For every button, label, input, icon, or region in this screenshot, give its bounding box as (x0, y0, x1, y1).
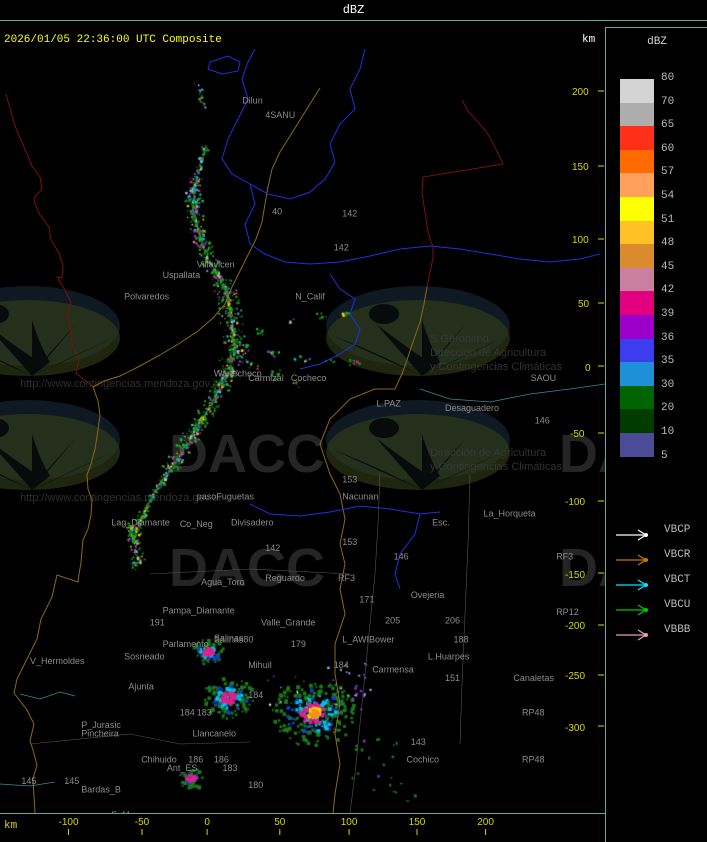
svg-text:-50: -50 (570, 429, 585, 440)
svg-text:-200: -200 (565, 621, 585, 632)
svg-text:-300: -300 (565, 723, 585, 734)
svg-text:200: 200 (477, 817, 494, 828)
svg-text:0: 0 (204, 817, 210, 828)
svg-text:0: 0 (585, 363, 591, 374)
svg-text:100: 100 (341, 817, 358, 828)
svg-text:150: 150 (572, 162, 589, 173)
svg-text:200: 200 (572, 87, 589, 98)
svg-text:50: 50 (578, 299, 590, 310)
svg-text:50: 50 (274, 817, 286, 828)
svg-text:-100: -100 (565, 497, 585, 508)
svg-text:-250: -250 (565, 671, 585, 682)
svg-text:150: 150 (409, 817, 426, 828)
svg-text:-50: -50 (135, 817, 150, 828)
svg-text:-150: -150 (565, 570, 585, 581)
svg-text:100: 100 (572, 235, 589, 246)
svg-text:-100: -100 (58, 817, 78, 828)
